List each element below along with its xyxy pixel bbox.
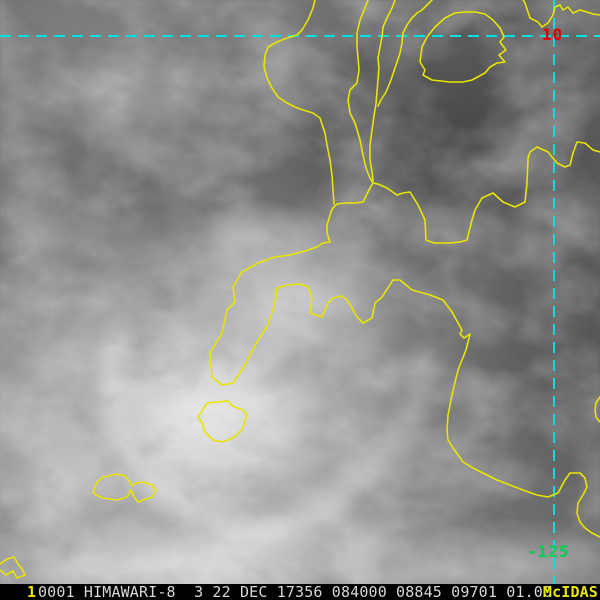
longitude-label: -125 (527, 542, 570, 561)
coastline-strait-east (369, 0, 396, 182)
coastline-corner (0, 556, 26, 579)
coastline-overlay (0, 0, 600, 579)
image-info-text: 0001 HIMAWARI-8 3 22 DEC 17356 084000 08… (38, 583, 553, 600)
coastline-top-right (522, 0, 600, 28)
coastline-diagonal (377, 0, 433, 107)
status-bar: 1 0001 HIMAWARI-8 3 22 DEC 17356 084000 … (0, 584, 600, 600)
coastline-main (209, 141, 600, 538)
latitude-label: 10 (542, 25, 564, 44)
coastline-west (263, 0, 335, 205)
island-twin (92, 473, 157, 503)
frame-number: 1 (27, 583, 37, 600)
latlon-grid-overlay (0, 0, 600, 584)
coastline-strait-west (347, 0, 374, 184)
coastline-right-arc (594, 396, 600, 423)
island-small (197, 400, 248, 443)
island-oval (419, 11, 507, 83)
mcidas-watermark: McIDAS (542, 583, 598, 600)
